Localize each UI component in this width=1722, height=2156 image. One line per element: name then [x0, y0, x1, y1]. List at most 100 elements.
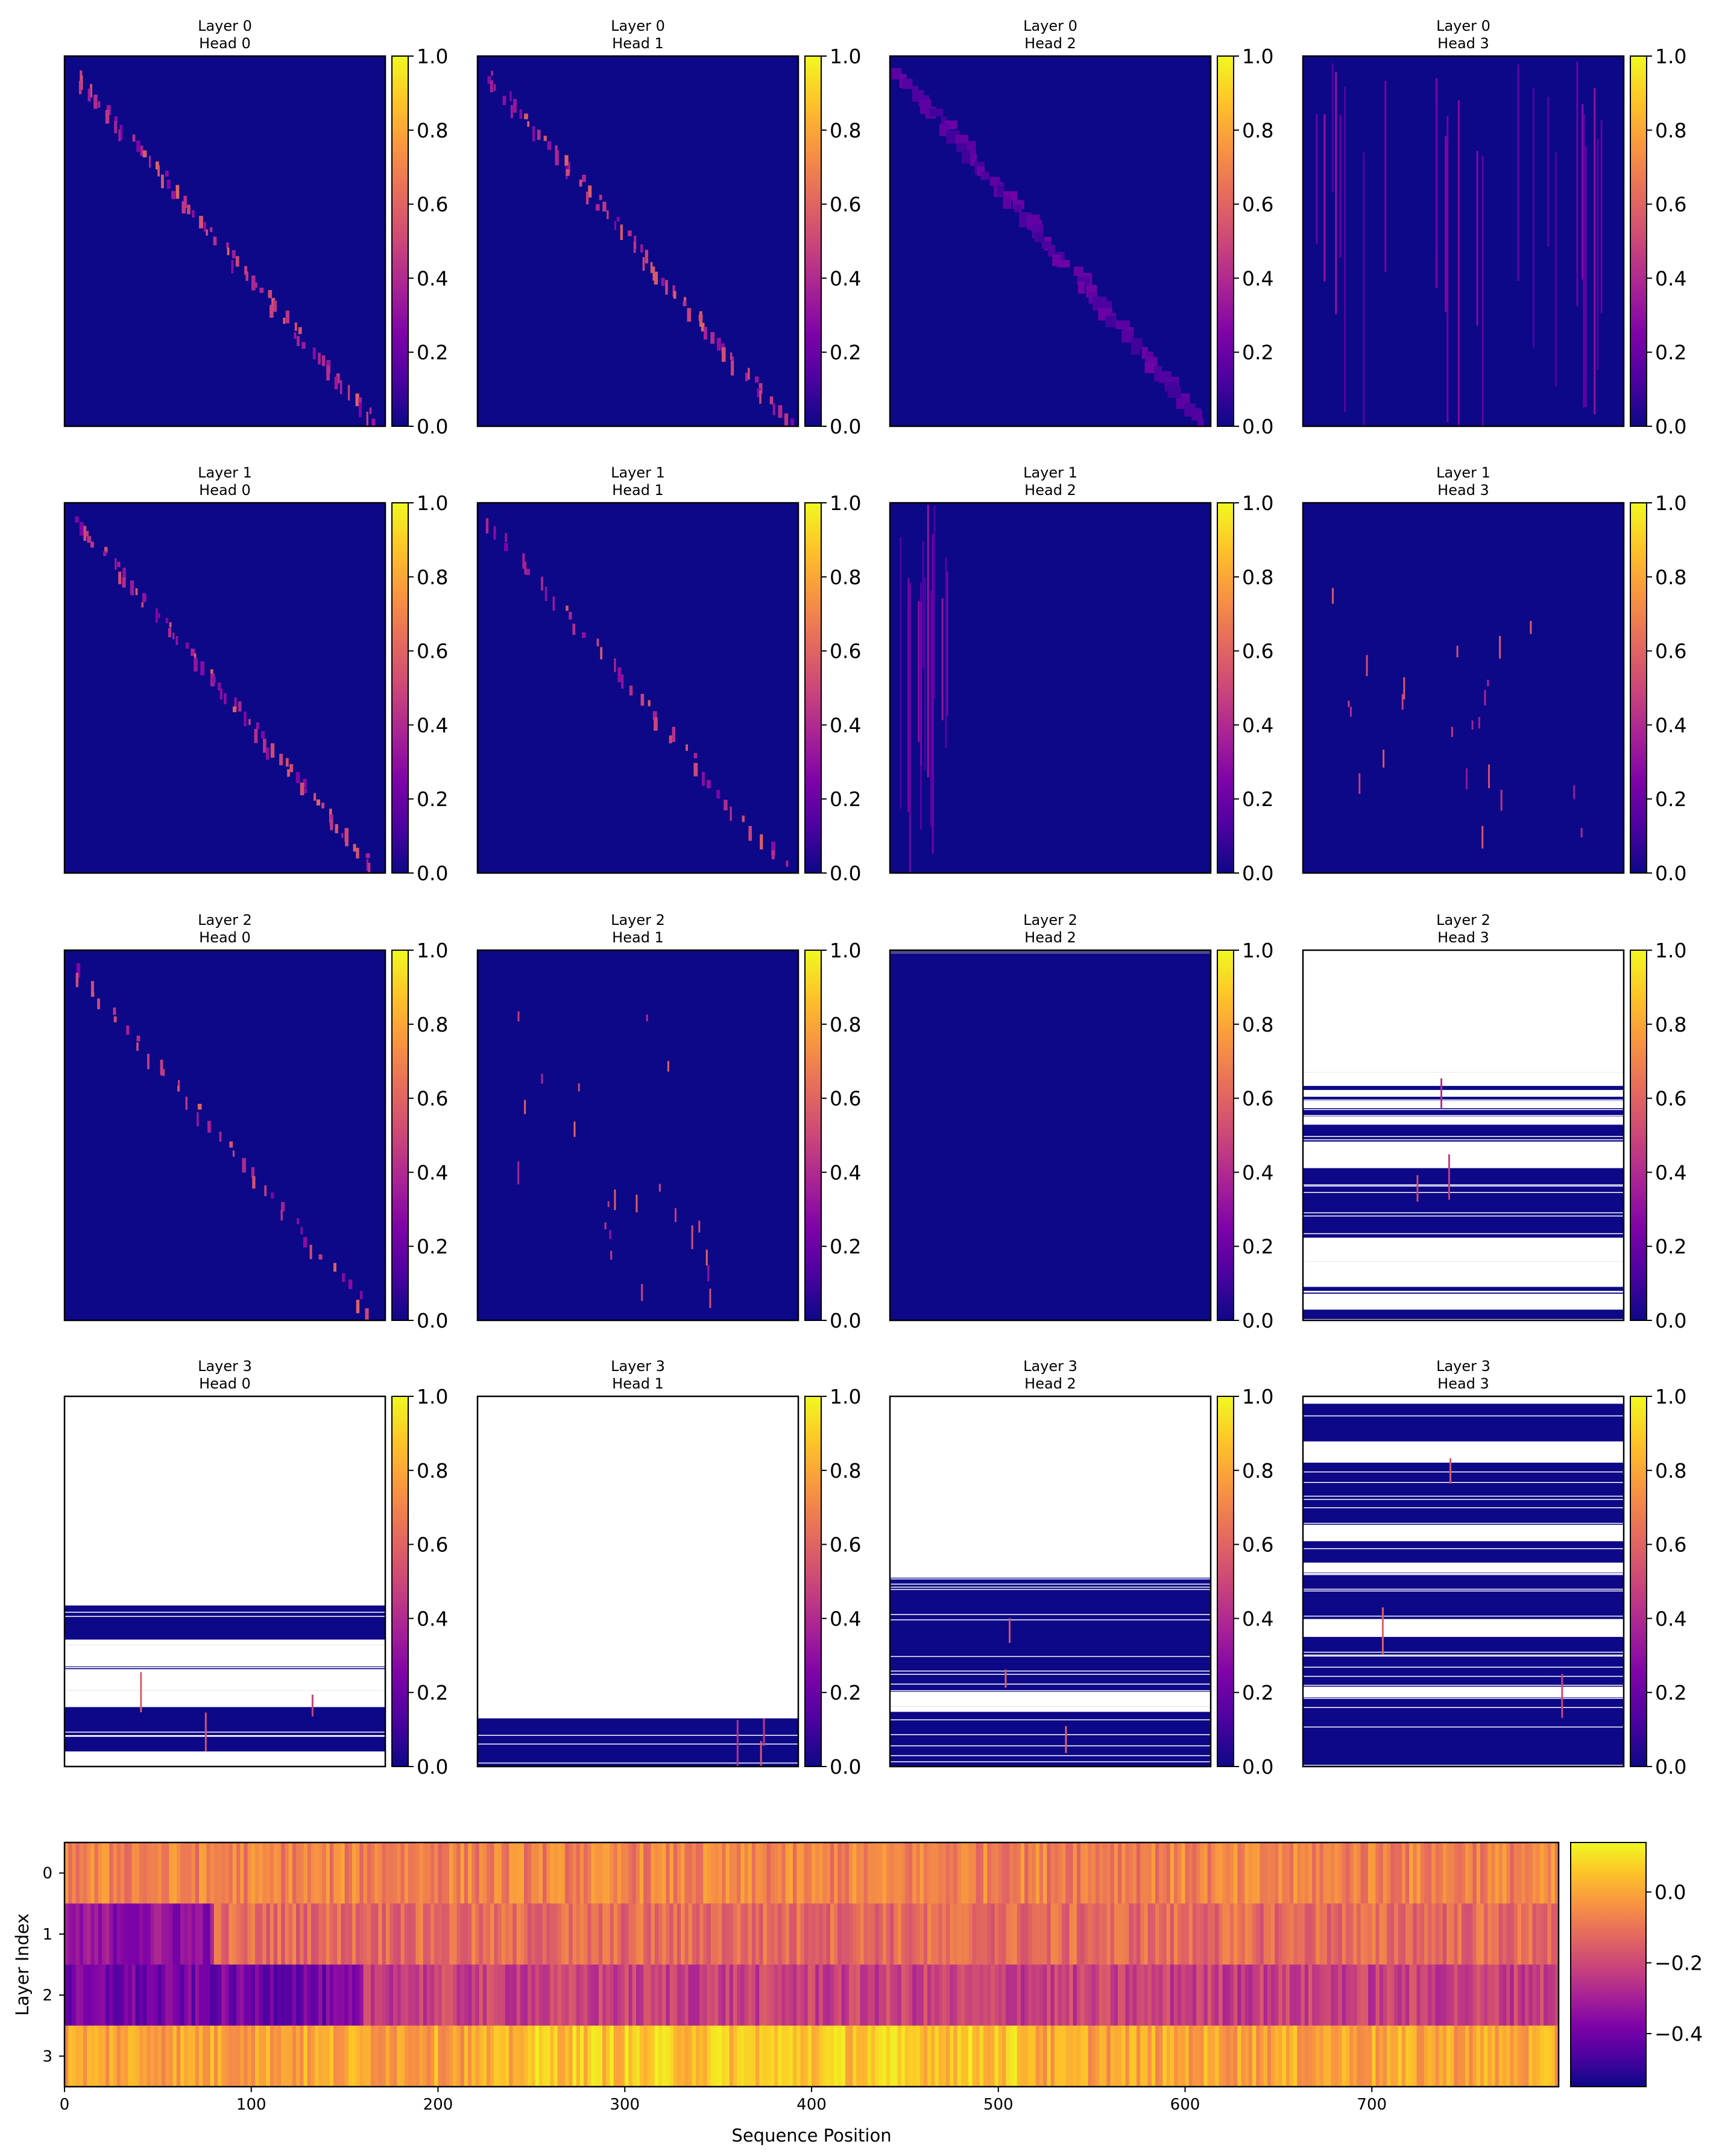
- nan-row: [1303, 1293, 1624, 1295]
- panel-title-layer: Layer 0: [1436, 17, 1490, 34]
- heatmap-cell: [621, 1842, 625, 1904]
- heatmap-cell: [733, 1842, 737, 1904]
- heatmap-cell: [979, 1964, 984, 2026]
- heatmap-cell: [628, 1964, 633, 2026]
- heatmap-cell: [998, 1842, 1003, 1904]
- heatmap-cell: [184, 2025, 189, 2087]
- heatmap-cell: [337, 2025, 342, 2087]
- colorbar-tick-label: 0.6: [417, 193, 448, 216]
- heatmap-cell: [72, 1842, 77, 1904]
- heatmap-cell: [819, 1842, 824, 1904]
- heatmap-cell: [923, 2025, 928, 2087]
- heatmap-cell: [1484, 1903, 1488, 1965]
- heatmap-cell: [1342, 1842, 1346, 1904]
- x-tick-label: 0: [60, 2096, 70, 2114]
- attention-cell: [1323, 114, 1326, 282]
- heatmap-cell: [191, 1842, 196, 1904]
- nan-row: [1303, 1109, 1624, 1111]
- heatmap-cell: [927, 1964, 932, 2026]
- heatmap-cell: [695, 1842, 700, 1904]
- colorbar-tick-label: 0.0: [417, 1309, 448, 1332]
- heatmap-cell: [273, 1903, 278, 1965]
- heatmap-cell: [1476, 2025, 1481, 2087]
- nan-row: [1303, 1656, 1624, 1657]
- heatmap-cell: [68, 1842, 72, 1904]
- nan-row: [1303, 1291, 1624, 1292]
- attention-cell: [194, 657, 198, 672]
- colorbar-tick-label: 0.8: [1242, 119, 1273, 142]
- attention-cell: [730, 806, 732, 821]
- attention-cell: [344, 828, 349, 842]
- colorbar-tick-label: 0.2: [1655, 1681, 1686, 1704]
- heatmap-cell: [1536, 2025, 1541, 2087]
- heatmap-cell: [120, 1842, 125, 1904]
- colorbar-tick-label: 0.2: [1655, 1235, 1686, 1258]
- heatmap-cell: [367, 1842, 371, 1904]
- heatmap-cell: [695, 2025, 700, 2087]
- heatmap-cell: [1006, 2025, 1010, 2087]
- heatmap-cell: [676, 1964, 681, 2026]
- heatmap-cell: [703, 2025, 708, 2087]
- heatmap-cell: [1032, 1903, 1036, 1965]
- heatmap-cell: [763, 1842, 768, 1904]
- heatmap-cell: [412, 2025, 416, 2087]
- heatmap-cell: [169, 1903, 174, 1965]
- heatmap-cell: [1196, 1903, 1200, 1965]
- heatmap-cell: [1409, 2025, 1413, 2087]
- attention-cell: [1576, 61, 1578, 307]
- heatmap-cell: [154, 1842, 159, 1904]
- colorbar-tick-label: 0.4: [417, 266, 448, 290]
- attention-cell: [941, 116, 947, 127]
- panel-frame: [476, 949, 800, 1322]
- colorbar-tick-label: 0.4: [1242, 713, 1273, 737]
- heatmap-cell: [217, 1964, 222, 2026]
- attention-cell: [485, 518, 489, 534]
- heatmap-cell: [1260, 1903, 1264, 1965]
- heatmap-cell: [1062, 1842, 1066, 1904]
- heatmap-cell: [1110, 1964, 1115, 2026]
- attention-cell: [232, 250, 236, 259]
- heatmap-cell: [1442, 1842, 1447, 1904]
- attention-cell: [502, 95, 506, 106]
- heatmap-cell: [950, 1964, 954, 2026]
- heatmap-cell: [972, 2025, 977, 2087]
- heatmap-cell: [1099, 1964, 1103, 2026]
- attention-map: [65, 56, 385, 426]
- attention-cell: [248, 719, 251, 725]
- heatmap-cell: [487, 1842, 491, 1904]
- attention-cell: [283, 317, 286, 324]
- heatmap-cell: [673, 1842, 678, 1904]
- attention-cell: [487, 76, 491, 84]
- heatmap-cell: [1282, 2025, 1287, 2087]
- heatmap-cell: [389, 1964, 394, 2026]
- heatmap-cell: [647, 1964, 652, 2026]
- heatmap-cell: [1155, 1842, 1159, 1904]
- heatmap-cell: [1260, 2025, 1264, 2087]
- heatmap-cell: [1450, 1964, 1455, 2026]
- heatmap-cell: [1517, 1842, 1522, 1904]
- heatmap-cell: [774, 1842, 778, 1904]
- nan-row: [1303, 1215, 1624, 1217]
- heatmap-cell: [385, 2025, 390, 2087]
- heatmap-cell: [1009, 1842, 1014, 1904]
- heatmap-cell: [1431, 1903, 1436, 1965]
- colorbar-tick-label: 0.8: [417, 566, 448, 589]
- panel-title-layer: Layer 2: [1436, 912, 1490, 928]
- attention-cell: [162, 1068, 165, 1076]
- heatmap-cell: [1495, 1842, 1500, 1904]
- heatmap-cell: [1331, 2025, 1335, 2087]
- panel-title-head: Head 2: [1024, 482, 1076, 499]
- heatmap-cell: [1360, 1842, 1365, 1904]
- heatmap-cell: [1073, 1964, 1077, 2026]
- heatmap-cell: [1536, 1842, 1541, 1904]
- heatmap-cell: [647, 2025, 652, 2087]
- heatmap-cell: [565, 2025, 569, 2087]
- heatmap-cell: [1532, 2025, 1537, 2087]
- heatmap-cell: [1487, 1842, 1492, 1904]
- attention-cell: [185, 642, 189, 649]
- colorbar-tick-label: 0.0: [1242, 1755, 1273, 1779]
- heatmap-cell: [569, 1903, 573, 1965]
- heatmap-cell: [834, 2025, 838, 2087]
- heatmap-cell: [774, 2025, 778, 2087]
